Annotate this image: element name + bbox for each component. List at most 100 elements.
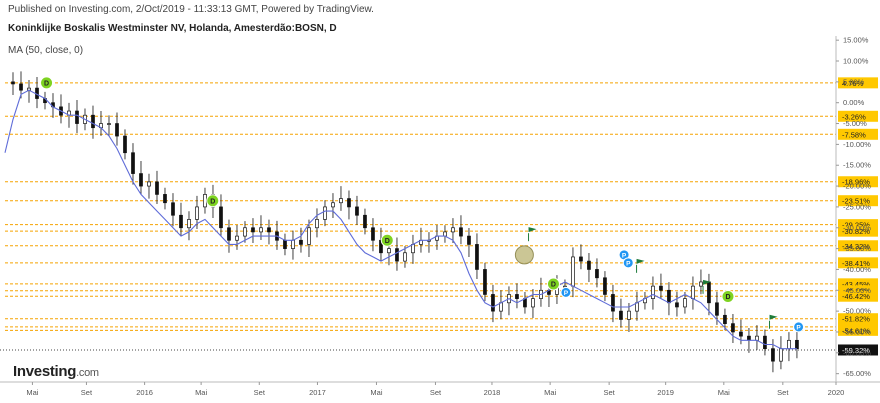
candle-body <box>251 227 255 233</box>
level-label: -7.58% <box>842 130 866 139</box>
candle-body <box>651 285 655 299</box>
candle-body <box>179 214 183 229</box>
candle-body <box>739 331 743 337</box>
candle-body <box>19 83 23 91</box>
event-flag-icon <box>703 279 712 285</box>
candle-body <box>587 260 591 270</box>
marker-letter: P <box>796 324 801 331</box>
candle-body <box>595 269 599 279</box>
y-tick-label: -10.00% <box>843 140 871 149</box>
x-tick-label: Set <box>777 388 789 397</box>
candle-body <box>467 235 471 245</box>
candle-body <box>155 181 159 195</box>
level-label: -46.42% <box>842 292 870 301</box>
dividend-marker-icon <box>380 233 394 247</box>
candle-body <box>763 335 767 350</box>
x-tick-label: Mai <box>544 388 556 397</box>
x-tick-label: Mai <box>195 388 207 397</box>
candle-body <box>147 181 151 187</box>
y-tick-label: -25.00% <box>843 202 871 211</box>
candle-body <box>755 335 759 341</box>
level-box <box>838 128 878 140</box>
level-label: -54.61% <box>842 326 870 335</box>
marker-letter: D <box>44 80 49 87</box>
candle-body <box>355 206 359 216</box>
candle-body <box>283 239 287 249</box>
candle-body <box>771 348 775 362</box>
marker-letter: P <box>626 260 631 267</box>
ma-line <box>4 89 797 350</box>
y-tick-label: -65.00% <box>843 369 871 378</box>
candle-body <box>403 252 407 262</box>
level-box <box>838 176 878 188</box>
candle-body <box>363 214 367 229</box>
candle-body <box>331 202 335 208</box>
y-tick-label: -5.00% <box>843 119 867 128</box>
candle-body <box>139 173 143 187</box>
level-box <box>838 225 878 237</box>
candle-body <box>531 298 535 308</box>
level-box <box>838 219 878 231</box>
candle-body <box>715 302 719 316</box>
event-flag-icon <box>636 258 645 264</box>
x-tick-label: 2018 <box>484 388 501 397</box>
y-tick-label: -15.00% <box>843 161 871 170</box>
candle-body <box>659 285 663 291</box>
y-tick-label: -30.00% <box>843 223 871 232</box>
level-label: -51.82% <box>842 315 870 324</box>
candle-body <box>627 310 631 320</box>
y-tick-label: -40.00% <box>843 265 871 274</box>
candle-body <box>115 123 119 137</box>
level-box <box>838 257 878 269</box>
y-tick-label: 0.00% <box>843 98 865 107</box>
candle-body <box>243 227 247 237</box>
x-tick-label: 2020 <box>828 388 845 397</box>
dividend-marker-icon <box>206 194 220 208</box>
x-tick-label: Set <box>430 388 442 397</box>
candle-body <box>475 244 479 270</box>
investing-logo: Investing.com <box>13 363 99 380</box>
dividend-marker-icon <box>40 76 54 90</box>
dividend-marker-icon <box>721 290 735 304</box>
level-label: -29.25% <box>842 221 870 230</box>
level-label: -3.26% <box>842 112 866 121</box>
marker-letter: D <box>385 238 390 245</box>
level-box <box>838 110 878 122</box>
candle-body <box>171 202 175 216</box>
level-label: -34.32% <box>842 242 870 251</box>
candle-body <box>395 248 399 262</box>
marker-letter: D <box>551 282 556 289</box>
candle-body <box>459 227 463 237</box>
y-tick-label: 10.00% <box>843 57 869 66</box>
candle-body <box>291 239 295 249</box>
event-pin-icon <box>793 321 805 333</box>
level-label: -18.96% <box>842 178 870 187</box>
candle-body <box>91 114 95 129</box>
candle-body <box>619 310 623 320</box>
x-tick-label: 2017 <box>309 388 326 397</box>
level-box <box>838 195 878 207</box>
marker-letter: D <box>210 198 215 205</box>
level-box <box>838 344 878 356</box>
y-tick-label: -50.00% <box>843 307 871 316</box>
y-tick-label: 15.00% <box>843 36 869 45</box>
candle-body <box>75 110 79 124</box>
candle-body <box>635 302 639 312</box>
highlight-circle <box>514 245 534 265</box>
x-tick-label: Set <box>81 388 93 397</box>
candle-body <box>371 227 375 241</box>
level-box <box>838 324 878 336</box>
candle-body <box>387 248 391 254</box>
x-tick-label: Mai <box>718 388 730 397</box>
event-flag-icon <box>769 314 778 320</box>
candle-body <box>683 298 687 308</box>
candle-body <box>131 152 135 174</box>
dividend-marker-icon <box>546 277 560 291</box>
level-box <box>838 290 878 302</box>
candle-body <box>571 256 575 287</box>
event-pin-icon <box>622 257 634 269</box>
candle-body <box>123 135 127 154</box>
level-box <box>838 313 878 325</box>
y-tick-label: -20.00% <box>843 182 871 191</box>
